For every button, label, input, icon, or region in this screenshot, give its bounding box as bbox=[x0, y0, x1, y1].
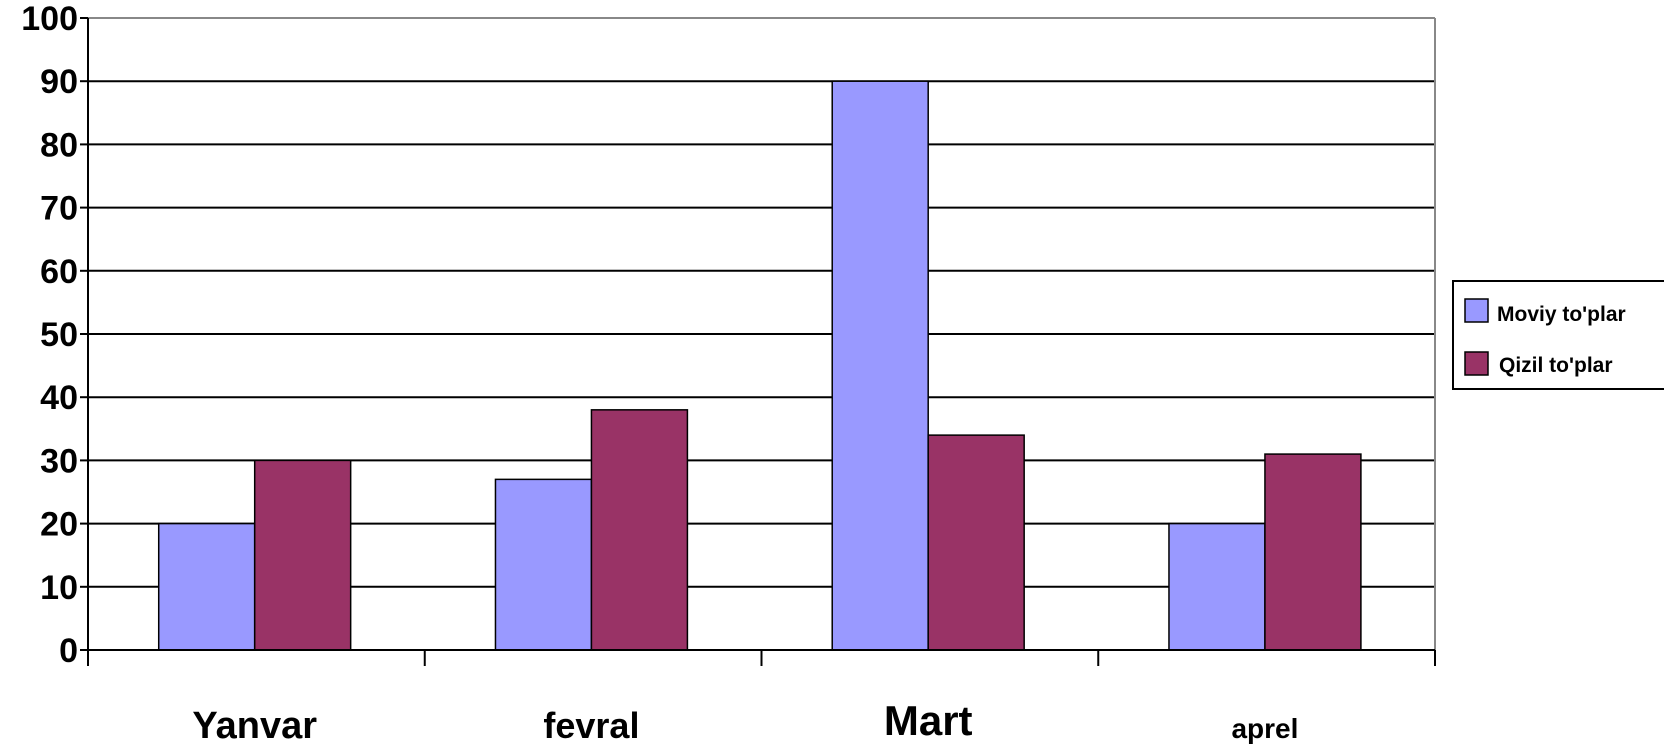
bars bbox=[159, 81, 1361, 650]
bar-qizil-mart bbox=[928, 435, 1024, 650]
y-tick-label-60: 60 bbox=[40, 253, 78, 291]
y-tick-label-50: 50 bbox=[40, 316, 78, 354]
legend-swatch-moviy bbox=[1465, 299, 1488, 322]
y-tick-label-90: 90 bbox=[40, 63, 78, 101]
bar-moviy-fevral bbox=[495, 479, 591, 650]
y-tick-label-10: 10 bbox=[40, 569, 78, 607]
x-category-label-yanvar: Yanvar bbox=[192, 705, 317, 746]
bar-qizil-aprel bbox=[1265, 454, 1361, 650]
y-tick-label-80: 80 bbox=[40, 126, 78, 164]
bar-qizil-fevral bbox=[591, 410, 687, 650]
legend-label-moviy: Moviy to'plar bbox=[1497, 303, 1626, 326]
y-tick-labels: 0 10 20 30 40 50 60 70 80 90 100 bbox=[21, 0, 78, 670]
bar-moviy-yanvar bbox=[159, 524, 255, 650]
y-tick-label-30: 30 bbox=[40, 442, 78, 480]
legend: Moviy to'plar Qizil to'plar bbox=[1453, 281, 1664, 389]
legend-swatch-qizil bbox=[1465, 352, 1488, 375]
y-tick-label-0: 0 bbox=[59, 632, 78, 670]
legend-label-qizil: Qizil to'plar bbox=[1499, 354, 1613, 377]
x-category-label-aprel: aprel bbox=[1231, 713, 1298, 744]
x-category-labels: Yanvar fevral Mart aprel bbox=[192, 697, 1298, 746]
y-tick-label-40: 40 bbox=[40, 379, 78, 417]
y-tick-label-100: 100 bbox=[21, 0, 78, 38]
bar-qizil-yanvar bbox=[255, 460, 351, 650]
x-category-label-fevral: fevral bbox=[543, 705, 639, 746]
y-tick-label-70: 70 bbox=[40, 190, 78, 228]
x-category-label-mart: Mart bbox=[884, 697, 973, 744]
y-tick-label-20: 20 bbox=[40, 506, 78, 544]
bar-moviy-aprel bbox=[1169, 524, 1265, 650]
bar-moviy-mart bbox=[832, 81, 928, 650]
